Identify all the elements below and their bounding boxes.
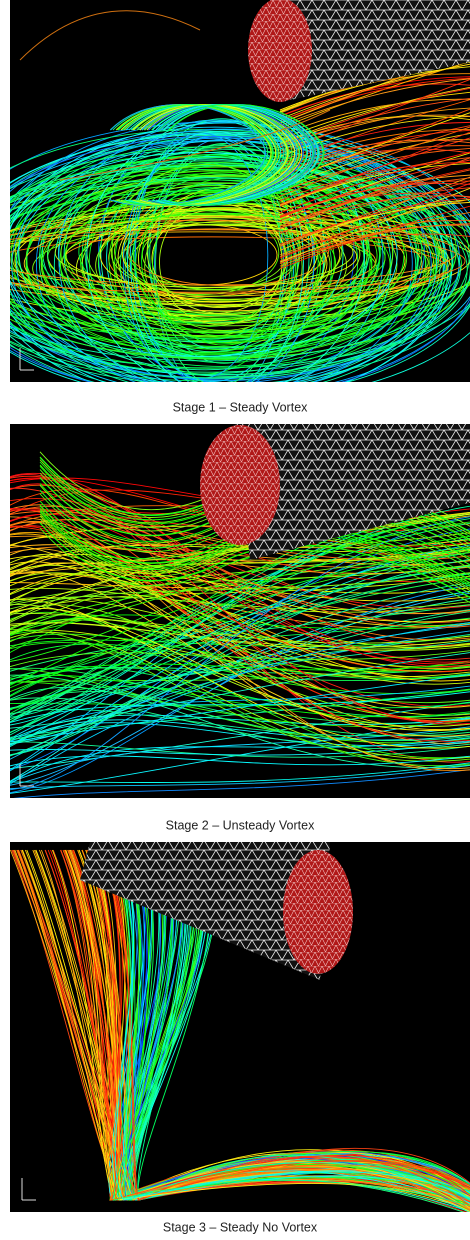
cylinder-end: [248, 0, 312, 102]
cylinder-end: [200, 425, 280, 545]
caption: Stage 2 – Unsteady Vortex: [166, 818, 315, 832]
caption: Stage 3 – Steady No Vortex: [163, 1220, 318, 1234]
caption: Stage 1 – Steady Vortex: [173, 400, 309, 414]
cylinder-end: [283, 850, 353, 974]
figure: Stage 1 – Steady Vortex Stage 2 – Unstea…: [0, 0, 470, 1240]
